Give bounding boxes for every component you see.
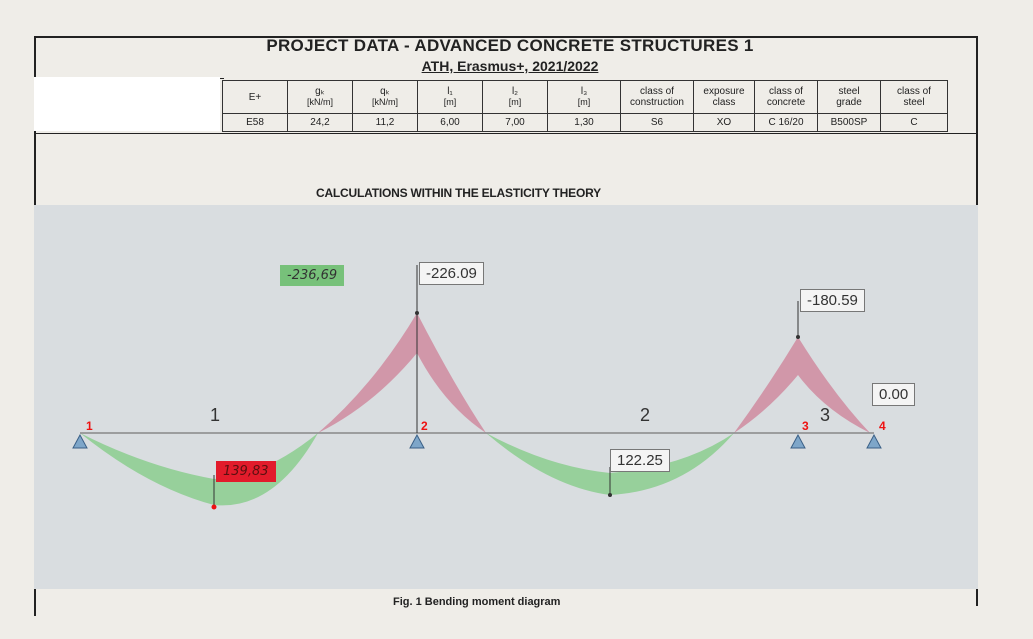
sagging-region-span-1 [80, 433, 318, 506]
table-header-cell: l₃ [m] [547, 80, 621, 114]
hogging-region-support-3 [734, 337, 870, 433]
header-symbol: l₂ [511, 86, 519, 97]
header-line: grade [836, 97, 862, 108]
header-line: class of [769, 86, 803, 97]
frame-top [34, 36, 978, 38]
header-line: exposure [703, 86, 745, 97]
table-header-cell: class of construction [620, 80, 694, 114]
header-line: class [712, 97, 736, 108]
table-cell: C [880, 113, 948, 132]
node-label: 4 [879, 419, 886, 433]
page-title: PROJECT DATA - ADVANCED CONCRETE STRUCTU… [266, 36, 754, 55]
end-moment-label: 0.00 [872, 383, 916, 406]
table-header-cell: class of concrete [754, 80, 818, 114]
handwritten-support-moment: -236,69 [280, 265, 345, 286]
table-header-row: E+ gₖ [kN/m] qₖ [kN/m] l₁ [m] l₂ [m] l₃ [m] c… [222, 80, 948, 114]
hogging-region-support-2 [318, 313, 486, 433]
table-cell: 24,2 [287, 113, 353, 132]
table-cell: 7,00 [482, 113, 548, 132]
project-data-table: E+ gₖ [kN/m] qₖ [kN/m] l₁ [m] l₂ [m] l₃ [m] c… [222, 80, 948, 132]
figure-caption: Fig. 1 Bending moment diagram [393, 596, 561, 608]
header-line: construction [630, 97, 684, 108]
span-moment-label: 122.25 [610, 449, 670, 472]
header-unit: [m] [577, 97, 591, 107]
table-header-cell: steel grade [817, 80, 881, 114]
header-unit: [kN/m] [372, 97, 398, 107]
handwritten-span-moment: 139,83 [216, 461, 276, 482]
table-cell: S6 [620, 113, 694, 132]
table-cell: XO [693, 113, 755, 132]
header-unit: [m] [508, 97, 522, 107]
table-cell: C 16/20 [754, 113, 818, 132]
header-line: steel [903, 97, 925, 108]
table-row: E58 24,2 11,2 6,00 7,00 1,30 S6 XO C 16/… [222, 113, 948, 132]
max-point [608, 493, 612, 497]
support-moment-label: -226.09 [419, 262, 484, 285]
table-header-cell: l₂ [m] [482, 80, 548, 114]
header-line: steel [838, 86, 860, 97]
table-row-label: E+ [222, 80, 288, 114]
table-header-cell: gₖ [kN/m] [287, 80, 353, 114]
page-subtitle: ATH, Erasmus+, 2021/2022 [421, 58, 599, 74]
header-line: class of [897, 86, 931, 97]
table-header-cell: exposure class [693, 80, 755, 114]
header-line: concrete [766, 97, 806, 108]
header-symbol: l₁ [447, 86, 453, 97]
moment-diagram-svg [72, 265, 882, 510]
table-cell: B500SP [817, 113, 881, 132]
max-point [415, 311, 419, 315]
calculations-heading: CALCULATIONS WITHIN THE ELASTICITY THEOR… [316, 186, 601, 200]
table-cell: 6,00 [417, 113, 483, 132]
header-unit: [m] [443, 97, 457, 107]
moment-diagram: -226.09 -180.59 0.00 122.25 -236,69 139,… [34, 205, 978, 589]
frame-table-bottom [34, 133, 978, 134]
support-icon [72, 433, 882, 449]
max-point [796, 335, 800, 339]
span-label: 2 [640, 405, 651, 425]
header-unit: [kN/m] [307, 97, 333, 107]
header-symbol: l₃ [580, 86, 588, 97]
node-label: 1 [86, 419, 93, 433]
node-label: 2 [421, 419, 428, 433]
header-symbol: gₖ [315, 86, 325, 97]
table-row-id: E58 [222, 113, 288, 132]
sagging-region-span-2 [486, 433, 734, 495]
table-cell: 11,2 [352, 113, 418, 132]
node-label: 3 [802, 419, 809, 433]
max-point [211, 504, 217, 510]
span-label: 1 [210, 405, 221, 425]
header-line: class of [640, 86, 674, 97]
redacted-area [34, 77, 220, 131]
table-header-cell: class of steel [880, 80, 948, 114]
span-label: 3 [820, 405, 831, 425]
support-moment-label: -180.59 [800, 289, 865, 312]
table-header-cell: qₖ [kN/m] [352, 80, 418, 114]
table-header-cell: l₁ [m] [417, 80, 483, 114]
header-symbol: qₖ [380, 86, 390, 97]
table-cell: 1,30 [547, 113, 621, 132]
